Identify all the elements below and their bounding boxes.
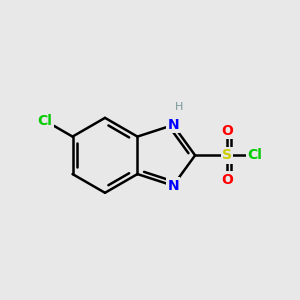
Text: N: N	[167, 178, 179, 193]
Text: Cl: Cl	[248, 148, 262, 162]
Text: O: O	[221, 124, 233, 138]
Text: O: O	[221, 173, 233, 187]
Text: N: N	[167, 118, 179, 132]
Text: Cl: Cl	[38, 114, 52, 128]
Text: H: H	[175, 102, 183, 112]
Text: S: S	[222, 148, 232, 162]
